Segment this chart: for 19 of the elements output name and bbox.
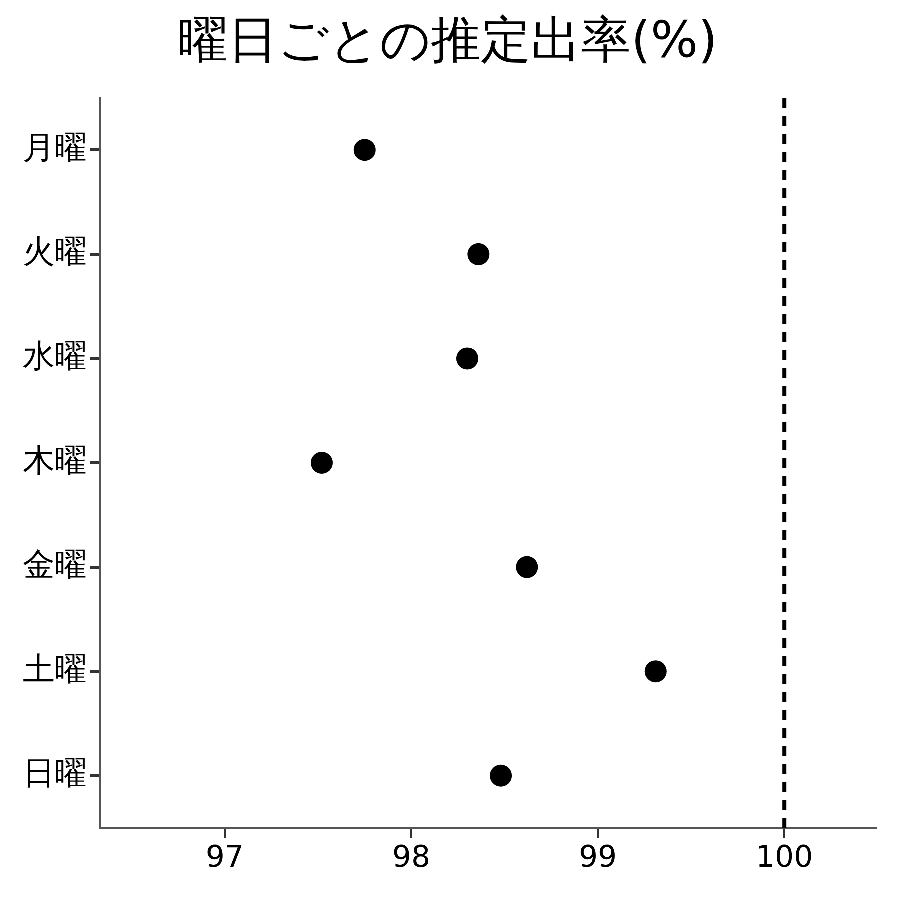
x-tick-label: 100 <box>756 840 814 875</box>
y-tick-label: 火曜 <box>23 232 87 271</box>
y-tick-label: 木曜 <box>23 441 87 480</box>
chart-title: 曜日ごとの推定出率(%) <box>178 10 718 69</box>
point <box>516 556 538 578</box>
y-tick-label: 金曜 <box>23 546 87 584</box>
point <box>310 452 333 474</box>
point <box>468 243 490 266</box>
y-tick-label: 水曜 <box>23 337 87 376</box>
point <box>490 764 512 787</box>
x-tick-label: 97 <box>206 840 244 875</box>
y-tick-label: 土曜 <box>23 650 87 688</box>
y-tick-label: 月曜 <box>23 128 87 166</box>
x-tick-label: 98 <box>392 840 431 875</box>
point <box>644 660 667 683</box>
x-tick-label: 99 <box>578 840 618 875</box>
point <box>354 139 376 162</box>
point <box>456 348 478 370</box>
y-tick-label: 日曜 <box>23 754 87 792</box>
